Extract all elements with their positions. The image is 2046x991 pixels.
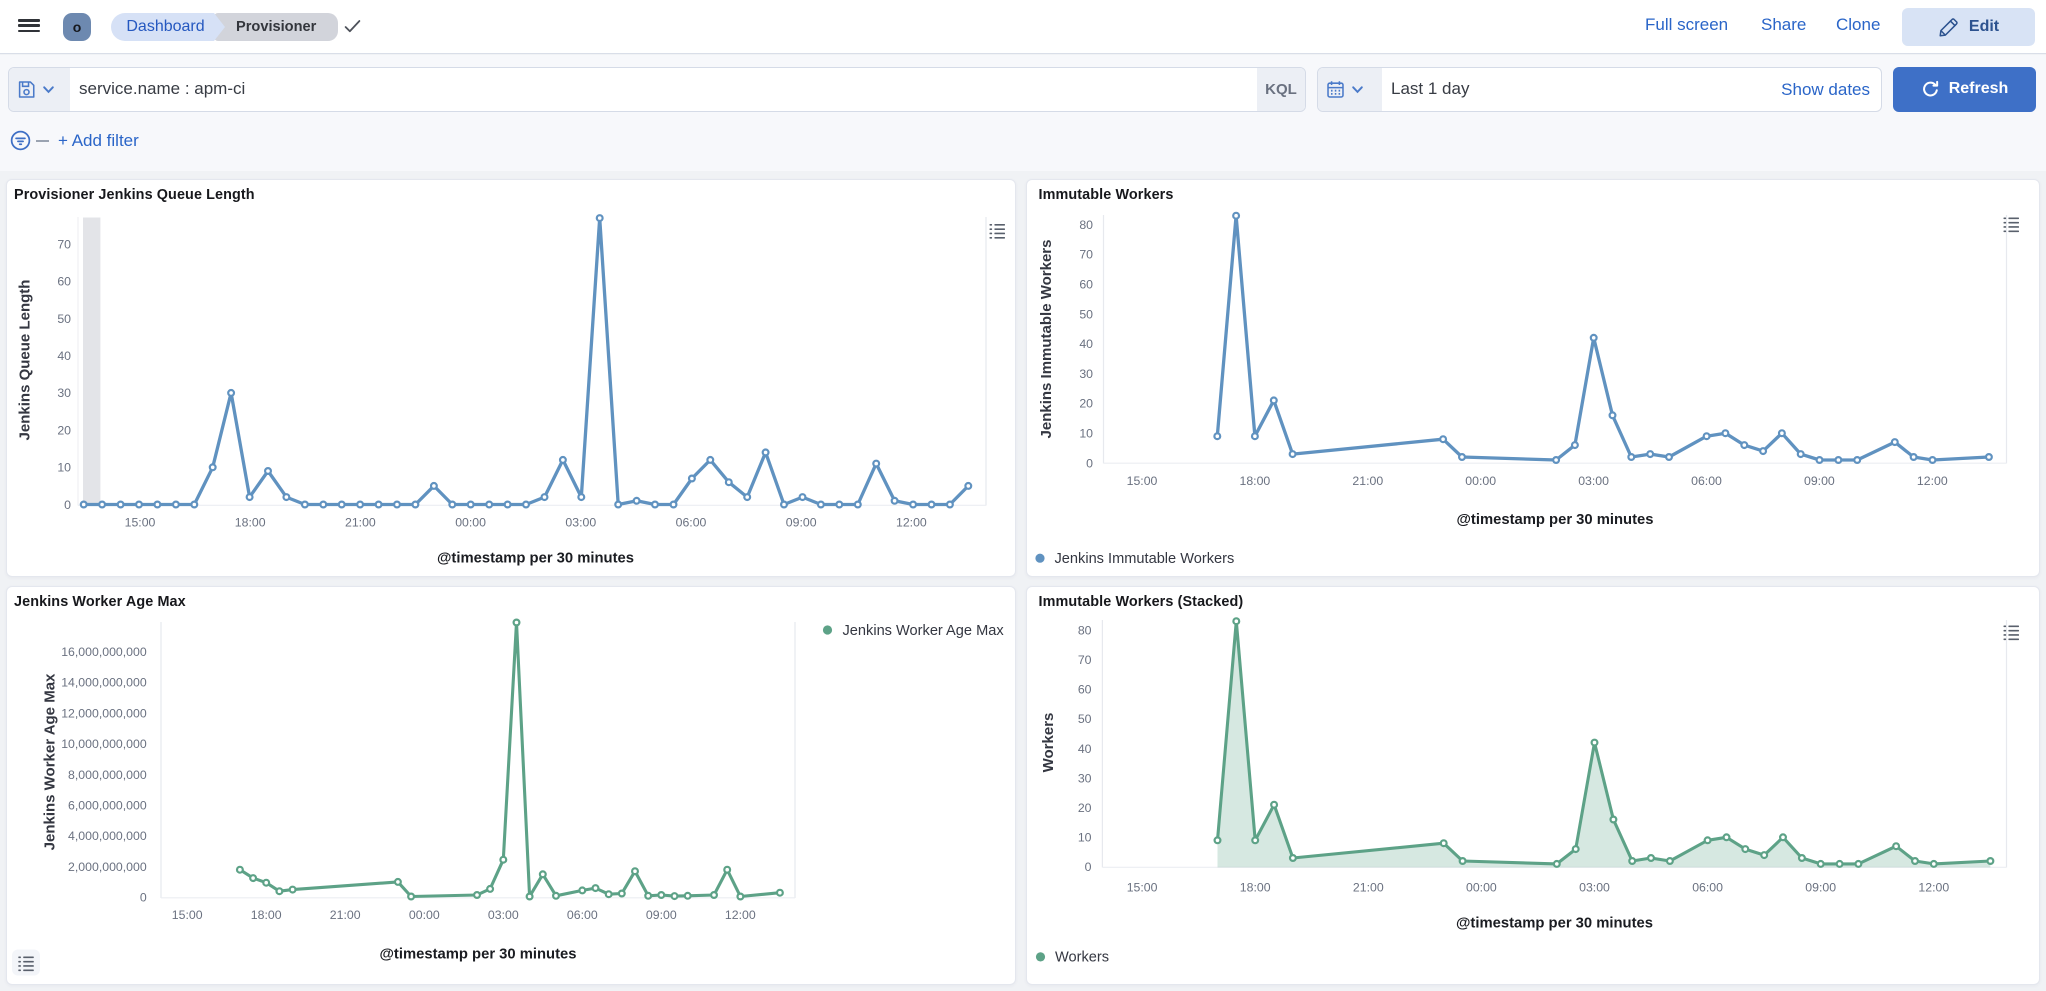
svg-text:Jenkins Queue Length: Jenkins Queue Length — [17, 280, 34, 441]
svg-text:6,000,000,000: 6,000,000,000 — [68, 798, 147, 812]
svg-text:60: 60 — [1077, 682, 1091, 696]
svg-text:20: 20 — [1077, 801, 1091, 815]
svg-text:00:00: 00:00 — [455, 516, 486, 530]
svg-text:0: 0 — [64, 498, 71, 512]
svg-text:06:00: 06:00 — [1692, 880, 1723, 894]
svg-text:18:00: 18:00 — [1239, 880, 1270, 894]
svg-text:18:00: 18:00 — [235, 516, 266, 530]
svg-text:50: 50 — [1077, 712, 1091, 726]
svg-text:12:00: 12:00 — [1918, 880, 1949, 894]
svg-text:Workers: Workers — [1040, 712, 1057, 772]
svg-text:21:00: 21:00 — [345, 516, 376, 530]
svg-text:09:00: 09:00 — [1804, 474, 1835, 488]
svg-text:12:00: 12:00 — [896, 516, 927, 530]
svg-text:09:00: 09:00 — [1805, 880, 1836, 894]
svg-text:@timestamp per 30 minutes: @timestamp per 30 minutes — [1456, 915, 1653, 931]
svg-text:0: 0 — [1086, 456, 1093, 470]
svg-text:21:00: 21:00 — [330, 908, 361, 922]
svg-text:15:00: 15:00 — [125, 516, 156, 530]
svg-text:2,000,000,000: 2,000,000,000 — [68, 859, 147, 873]
svg-text:80: 80 — [1079, 218, 1093, 232]
svg-text:09:00: 09:00 — [786, 516, 817, 530]
svg-text:16,000,000,000: 16,000,000,000 — [61, 645, 147, 659]
svg-text:40: 40 — [1077, 741, 1091, 755]
svg-text:03:00: 03:00 — [1578, 474, 1609, 488]
svg-text:60: 60 — [1079, 278, 1093, 292]
svg-text:15:00: 15:00 — [172, 908, 203, 922]
svg-text:21:00: 21:00 — [1352, 880, 1383, 894]
svg-text:00:00: 00:00 — [409, 908, 440, 922]
svg-text:14,000,000,000: 14,000,000,000 — [61, 675, 147, 689]
svg-text:10: 10 — [1077, 830, 1091, 844]
svg-text:09:00: 09:00 — [646, 908, 677, 922]
svg-text:Jenkins Immutable Workers: Jenkins Immutable Workers — [1038, 240, 1055, 439]
svg-text:06:00: 06:00 — [676, 516, 707, 530]
svg-text:03:00: 03:00 — [565, 516, 596, 530]
svg-text:Workers: Workers — [1055, 949, 1109, 965]
svg-text:Jenkins Immutable Workers: Jenkins Immutable Workers — [1054, 551, 1234, 567]
svg-text:06:00: 06:00 — [1691, 474, 1722, 488]
svg-text:50: 50 — [57, 312, 71, 326]
svg-text:06:00: 06:00 — [567, 908, 598, 922]
svg-text:03:00: 03:00 — [1579, 880, 1610, 894]
svg-text:12:00: 12:00 — [725, 908, 756, 922]
svg-text:18:00: 18:00 — [1239, 474, 1270, 488]
svg-text:@timestamp per 30 minutes: @timestamp per 30 minutes — [437, 551, 634, 567]
svg-text:10: 10 — [57, 461, 71, 475]
svg-text:30: 30 — [1077, 771, 1091, 785]
svg-text:60: 60 — [57, 275, 71, 289]
svg-text:00:00: 00:00 — [1465, 474, 1496, 488]
svg-text:0: 0 — [1084, 860, 1091, 874]
svg-text:80: 80 — [1077, 623, 1091, 637]
svg-text:20: 20 — [57, 423, 71, 437]
svg-text:70: 70 — [1077, 653, 1091, 667]
svg-text:70: 70 — [1079, 248, 1093, 262]
svg-text:15:00: 15:00 — [1126, 880, 1157, 894]
svg-text:@timestamp per 30 minutes: @timestamp per 30 minutes — [1456, 512, 1653, 528]
svg-text:21:00: 21:00 — [1352, 474, 1383, 488]
svg-text:18:00: 18:00 — [251, 908, 282, 922]
svg-text:Jenkins Worker Age Max: Jenkins Worker Age Max — [42, 672, 59, 849]
svg-text:30: 30 — [57, 386, 71, 400]
svg-text:40: 40 — [57, 349, 71, 363]
svg-text:12,000,000,000: 12,000,000,000 — [61, 706, 147, 720]
svg-text:00:00: 00:00 — [1466, 880, 1497, 894]
svg-text:@timestamp per 30 minutes: @timestamp per 30 minutes — [380, 946, 577, 962]
svg-text:12:00: 12:00 — [1916, 474, 1947, 488]
svg-text:10: 10 — [1079, 427, 1093, 441]
svg-text:20: 20 — [1079, 397, 1093, 411]
svg-text:8,000,000,000: 8,000,000,000 — [68, 767, 147, 781]
svg-text:03:00: 03:00 — [488, 908, 519, 922]
svg-text:50: 50 — [1079, 307, 1093, 321]
svg-text:70: 70 — [57, 237, 71, 251]
svg-text:15:00: 15:00 — [1126, 474, 1157, 488]
svg-text:40: 40 — [1079, 337, 1093, 351]
svg-text:0: 0 — [140, 890, 147, 904]
svg-text:10,000,000,000: 10,000,000,000 — [61, 737, 147, 751]
svg-text:Jenkins Worker Age Max: Jenkins Worker Age Max — [843, 622, 1005, 638]
svg-text:4,000,000,000: 4,000,000,000 — [68, 829, 147, 843]
svg-text:30: 30 — [1079, 367, 1093, 381]
